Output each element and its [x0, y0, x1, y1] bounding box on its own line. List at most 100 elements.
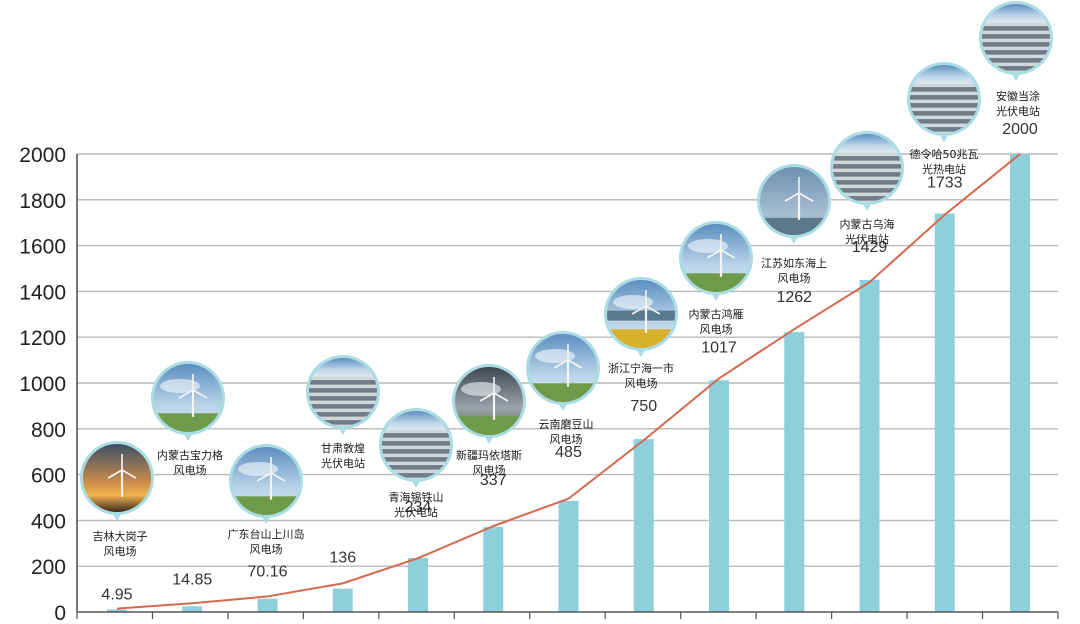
solar-panel-row: [910, 111, 978, 116]
solar-panel-row: [910, 143, 978, 148]
station-name-line2: 风电场: [625, 376, 658, 390]
station-name: 广东台山上川岛风电场: [228, 527, 305, 556]
solar-panel-row: [982, 50, 1050, 55]
bar: [1010, 154, 1030, 612]
value-label: 337: [480, 472, 507, 489]
value-label: 4.95: [101, 586, 132, 603]
station-name-line2: 风电场: [473, 463, 506, 477]
station-name: 云南磨豆山风电场: [539, 418, 594, 446]
value-label: 234: [405, 499, 432, 516]
station-name: 新疆玛依塔斯风电场: [456, 448, 522, 477]
turbine-blade: [631, 305, 647, 315]
solar-panel-row: [309, 380, 377, 385]
value-label: 1429: [852, 239, 888, 256]
solar-panel-row: [309, 436, 377, 441]
station-photo: [526, 331, 600, 411]
station-name-line1: 广东台山上川岛: [228, 527, 305, 541]
bar: [257, 598, 278, 612]
turbine-blade: [784, 192, 800, 202]
turbine-blade: [645, 305, 661, 315]
station-photo: [229, 444, 303, 524]
station-name-line1: 安徽当涂: [996, 89, 1040, 103]
solar-panel-row: [910, 87, 978, 92]
solar-panel-row: [382, 473, 450, 478]
solar-panel-row: [833, 164, 901, 169]
y-tick-label: 200: [31, 556, 66, 579]
station-name-line2: 光伏电站: [996, 104, 1040, 118]
station-name-line2: 风电场: [250, 542, 283, 556]
station-name: 江苏如东海上风电场: [761, 256, 827, 285]
y-tick-label: 1800: [19, 190, 66, 213]
station-name: 德令哈50兆瓦光热电站: [910, 147, 979, 176]
photo-image: [455, 367, 523, 435]
value-label: 70.16: [247, 564, 287, 581]
bar: [709, 380, 729, 612]
bar: [859, 279, 880, 612]
y-tick-label: 400: [31, 510, 66, 533]
solar-panel-row: [982, 66, 1050, 71]
station-name-line1: 甘肃敦煌: [321, 441, 365, 455]
turbine-blade: [798, 192, 814, 202]
station-name-line2: 光热电站: [922, 162, 966, 176]
axes: [76, 154, 1059, 619]
turbine-blade: [270, 472, 286, 482]
bar: [934, 213, 955, 613]
photo-image: [309, 358, 377, 441]
station-photo: [80, 441, 154, 521]
station-name-line1: 江苏如东海上: [761, 256, 827, 270]
photo-image: [154, 364, 222, 432]
station-name-line1: 内蒙古鸿雁: [689, 307, 744, 321]
turbine-blade: [256, 472, 272, 482]
solar-panel-row: [382, 449, 450, 454]
station-name: 内蒙古鸿雁风电场: [689, 307, 744, 336]
station-name: 甘肃敦煌光伏电站: [321, 441, 365, 470]
station-name-line2: 风电场: [174, 463, 207, 477]
station-name: 内蒙古宝力格风电场: [157, 448, 223, 477]
bars: [107, 154, 1030, 613]
y-tick-label: 1000: [19, 373, 66, 396]
photos: [80, 1, 1053, 524]
y-tick-label: 600: [31, 465, 66, 488]
solar-panel-row: [833, 180, 901, 185]
turbine-blade: [706, 249, 722, 259]
station-name-line2: 光伏电站: [321, 456, 365, 470]
trend-line: [116, 153, 1021, 610]
photo-image: [232, 447, 300, 515]
station-name: 青海锡铁山光伏电站: [389, 490, 444, 519]
photo-image: [910, 65, 978, 148]
y-tick-label: 1200: [19, 327, 66, 350]
photo-image: [607, 280, 675, 348]
solar-panel-row: [910, 103, 978, 108]
solar-panel-row: [910, 119, 978, 124]
solar-panel-row: [982, 42, 1050, 47]
solar-panel-row: [382, 465, 450, 470]
turbine-blade: [567, 359, 583, 369]
solar-panel-row: [982, 34, 1050, 39]
station-name-line1: 新疆玛依塔斯: [456, 448, 522, 462]
bar: [408, 557, 428, 612]
value-label: 1017: [701, 339, 737, 356]
station-name-line2: 光伏电站: [394, 505, 438, 519]
solar-panel-row: [982, 26, 1050, 31]
photo-image: [83, 444, 151, 512]
solar-panel-row: [982, 82, 1050, 87]
station-name: 浙江宁海一市风电场: [608, 361, 674, 390]
y-tick-label: 1400: [19, 281, 66, 304]
station-name-line2: 风电场: [700, 322, 733, 336]
turbine-blade: [121, 469, 137, 479]
station-name-line1: 吉林大岗子: [93, 529, 148, 543]
station-photo: [306, 355, 380, 441]
value-label: 136: [329, 550, 356, 567]
solar-panel-row: [309, 420, 377, 425]
photo-image: [833, 134, 901, 217]
solar-panel-row: [309, 396, 377, 401]
solar-panel-row: [382, 433, 450, 438]
labels: 0 200 400 600 800 1000 1200 1400 1600 1800 2000 4.9…: [19, 89, 1040, 624]
solar-panel-row: [982, 58, 1050, 63]
station-name-line1: 浙江宁海一市: [608, 361, 674, 375]
solar-panel-row: [910, 127, 978, 132]
solar-panel-row: [833, 212, 901, 217]
value-label: 2000: [1002, 121, 1038, 138]
